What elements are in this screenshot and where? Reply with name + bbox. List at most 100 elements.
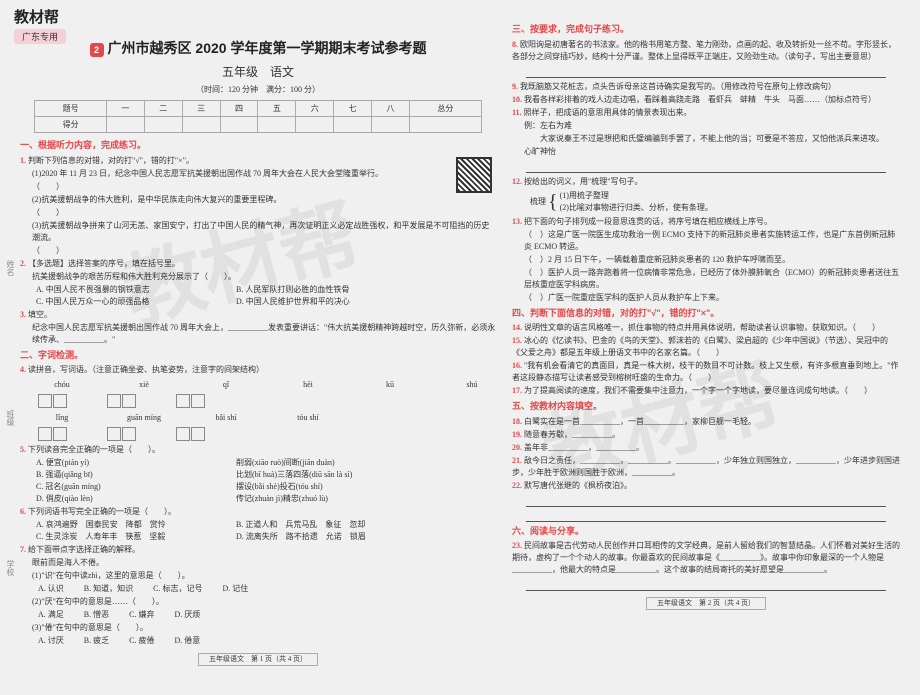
- pinyin: bǎi shí: [202, 412, 250, 424]
- opt: D. 厌烦: [174, 609, 200, 621]
- q-text: 冰心的《忆读书》、巴金的《鸟的天堂》、郭沫若的《白鹭》、梁启超的《少年中国说》（…: [512, 336, 888, 357]
- sort-item: （ ）医护人员一路奔跑着将一位病情非常危急，已经历了体外膜肺氧合（ECMO）的新…: [512, 267, 900, 291]
- th: 二: [144, 101, 182, 117]
- pinyin: shú: [448, 379, 496, 391]
- q-text: 下列读音完全正确的一项是（ ）。: [28, 445, 160, 454]
- opt: A. 认识: [38, 583, 64, 595]
- pinyin: tóu shí: [284, 412, 332, 424]
- q-text: 白鹭实在是一首__________，一首__________，家柳巨舰一毛轻。: [524, 417, 756, 426]
- th: 题号: [35, 101, 107, 117]
- q-stem: 抗美援朝战争的艰苦历程和伟大胜利充分展示了（ ）。: [20, 271, 496, 283]
- page-num: 五年级语文 第 1 页（共 4 页）: [198, 653, 318, 666]
- q-text: 盖年非__________，__________。: [524, 443, 644, 452]
- opt: C. 嫌弃: [129, 609, 154, 621]
- td: 得分: [35, 117, 107, 133]
- answer-blank[interactable]: [526, 161, 886, 173]
- qnum: 21.: [512, 456, 522, 465]
- q-text: 读拼音，写词语。（注意正确坐姿、执笔姿势，注意字的间架结构）: [28, 365, 264, 374]
- qr-code: [456, 157, 492, 193]
- answer-blank[interactable]: [526, 510, 886, 522]
- qnum: 1.: [20, 156, 26, 165]
- qnum: 20.: [512, 443, 522, 452]
- answer-blank[interactable]: [526, 579, 886, 591]
- q-text: 随意春芳歇，__________。: [524, 430, 620, 439]
- left-column: 姓名 班级 学校 2广州市越秀区 2020 学年度第一学期期末考试参考题 五年级…: [12, 20, 504, 666]
- opt: D. 倦意: [174, 635, 200, 647]
- qnum: 5.: [20, 445, 26, 454]
- opt: B. 憎恶: [84, 609, 109, 621]
- qnum: 12.: [512, 177, 522, 186]
- section-4-head: 四、判断下面信息的对错，对的打"√"，错的打"×"。: [512, 307, 900, 321]
- pinyin: kū: [366, 379, 414, 391]
- qnum: 23.: [512, 541, 522, 550]
- q-sub: (1)"识"在句中读zhì，这里的意思是（ ）。: [20, 570, 496, 582]
- q-sub: (3)抗美援朝战争拼来了山河无恙、家国安宁，打出了中国人民的精气神，再次证明正义…: [20, 220, 496, 244]
- choices: A. 讨厌 B. 疲乏 C. 疲倦 D. 倦意: [20, 635, 496, 647]
- opt: B. 人民军队打则必胜的血性铁骨: [236, 284, 349, 296]
- opt: C. 标志，记号: [153, 583, 202, 595]
- th: 五: [258, 101, 296, 117]
- right-column: 三、按要求，完成句子练习。 8. 欧阳询是初唐著名的书法家。他的楷书用笔方整、笔…: [504, 20, 908, 666]
- opt: D. 流离失所 路不拾遗 允诺 锁眉: [236, 531, 366, 543]
- q-text: "我有机会看清它的真面目，真是一株大树，枝干的数目不可计数。枝上又生根，有许多根…: [512, 361, 899, 382]
- example-label: 例：左右为难: [512, 120, 900, 132]
- q-text: 把下面的句子排列成一段意思连贯的话，将序号填在相应横线上序号。: [524, 217, 772, 226]
- brace-item: (2)比喻对事物进行归类、分析，使有条理。: [560, 202, 713, 214]
- opt: C. 生灵涂炭 人寿年丰 筷惹 坚毅: [36, 531, 236, 543]
- opt: A. 哀鸿遍野 国泰民安 降都 赏怜: [36, 519, 236, 531]
- answer-blank[interactable]: [526, 495, 886, 507]
- vert-label-name: 姓名: [4, 260, 16, 276]
- section-1-head: 一、根据听力内容，完成练习。: [20, 139, 496, 153]
- footer-left: 五年级语文 第 1 页（共 4 页）: [20, 653, 496, 666]
- q-text: 默写唐代张继的《枫桥夜泊》。: [524, 481, 632, 490]
- th: 八: [372, 101, 410, 117]
- brace-icon: {: [548, 194, 558, 210]
- example-text: 大家说秦王不过是想把和氏璧编骗到手罢了，不能上他的当；可要是不答应，又怕他派兵来…: [512, 133, 900, 145]
- qnum: 16.: [512, 361, 522, 370]
- opt: A. 便宜(pián yí): [36, 457, 236, 469]
- opt: 三落四落(diū sān là sì): [277, 469, 352, 481]
- q-text: 给下面带点字选择正确的解释。: [28, 545, 140, 554]
- opt: D. 中国人民维护世界和平的决心: [236, 296, 350, 308]
- page-num: 五年级语文 第 2 页（共 4 页）: [646, 597, 766, 610]
- choices: A. 满足 B. 憎恶 C. 嫌弃 D. 厌烦: [20, 609, 496, 621]
- title-badge: 2: [90, 43, 104, 57]
- char-box-row: [20, 426, 496, 442]
- section-3-head: 三、按要求，完成句子练习。: [512, 23, 900, 37]
- opt: D. 记住: [222, 583, 248, 595]
- opt: 削弱(xiāo ruò): [236, 457, 284, 469]
- pinyin: qǐ: [202, 379, 250, 391]
- q-sub: (2)"厌"在句中的意思是……（ ）。: [20, 596, 496, 608]
- opt: 投石(tóu shí): [280, 481, 323, 493]
- q-stem: 眼前而是海人不倦。: [20, 557, 496, 569]
- vert-label-school: 学校: [4, 560, 16, 576]
- brace-group: 梳理 { (1)用梳子整理 (2)比喻对事物进行归类、分析，使有条理。: [512, 190, 900, 214]
- opt: B. 正道人和 兵荒马乱 象征 忽却: [236, 519, 365, 531]
- opt: D. 俏皮(qiào lèn): [36, 493, 236, 505]
- th: 六: [296, 101, 334, 117]
- pinyin: hēi: [284, 379, 332, 391]
- section-2-head: 二、字词检测。: [20, 349, 496, 363]
- char-box-row: [20, 393, 496, 409]
- brace-word: 梳理: [530, 196, 546, 208]
- q-text: 按给出的词义，用"梳理"写句子。: [524, 177, 643, 186]
- th: 一: [106, 101, 144, 117]
- vert-label-class: 班级: [4, 410, 16, 426]
- pinyin: lǐng: [38, 412, 86, 424]
- q-text: 为了提高阅读的速度，我们不需要集中注意力，一个字一个字地读，要尽量连词成句地读。: [524, 386, 844, 395]
- opt: B. 强逼(qiǎng bī): [36, 469, 236, 481]
- page: 姓名 班级 学校 2广州市越秀区 2020 学年度第一学期期末考试参考题 五年级…: [0, 0, 920, 674]
- q-text: 【多选题】选择答案的序号，填在括号里。: [28, 259, 180, 268]
- opt: A. 讨厌: [38, 635, 64, 647]
- qnum: 19.: [512, 430, 522, 439]
- opt: 摆设(bǎi shè): [236, 481, 280, 493]
- qnum: 11.: [512, 108, 522, 117]
- opt: 传记(zhuàn jì): [236, 493, 283, 505]
- pinyin-row: lǐng guān míng bǎi shí tóu shí: [20, 412, 496, 424]
- pinyin: xiè: [120, 379, 168, 391]
- qnum: 17.: [512, 386, 522, 395]
- answer-blank[interactable]: [526, 66, 886, 78]
- pinyin: chóu: [38, 379, 86, 391]
- qnum: 14.: [512, 323, 522, 332]
- opt: A. 中国人民不畏强暴的钢铁意志: [36, 284, 236, 296]
